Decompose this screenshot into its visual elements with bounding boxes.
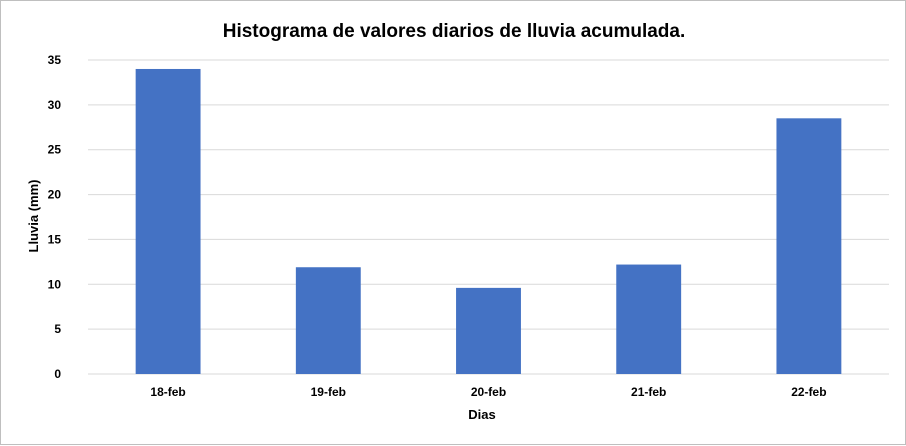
- bar-20-feb: [456, 287, 521, 374]
- y-tick-label: 20: [48, 188, 62, 202]
- y-tick-label: 10: [48, 277, 62, 291]
- x-tick-label: 19-feb: [311, 385, 346, 399]
- y-tick-label: 30: [48, 98, 62, 112]
- y-tick-label: 5: [54, 322, 61, 336]
- x-tick-label: 21-feb: [631, 385, 666, 399]
- x-axis-ticks: 18-feb 19-feb 20-feb 21-feb 22-feb: [150, 385, 826, 399]
- x-tick-label: 20-feb: [471, 385, 506, 399]
- bar-21-feb: [616, 264, 682, 374]
- x-tick-label: 22-feb: [791, 385, 826, 399]
- y-axis-label: Lluvia (mm): [26, 180, 41, 253]
- y-tick-label: 25: [48, 143, 62, 157]
- y-tick-label: 35: [48, 53, 62, 67]
- gridlines: [88, 59, 889, 375]
- chart-title: Histograma de valores diarios de lluvia …: [223, 21, 686, 42]
- y-tick-label: 0: [54, 367, 61, 381]
- bars: [135, 68, 842, 374]
- bar-19-feb: [295, 267, 361, 374]
- y-axis-ticks: 0 5 10 15 20 25 30 35: [48, 53, 62, 381]
- y-tick-label: 15: [48, 232, 62, 246]
- x-axis-label: Dias: [468, 407, 495, 422]
- bar-22-feb: [776, 118, 842, 374]
- bar-18-feb: [135, 68, 201, 374]
- x-tick-label: 18-feb: [150, 385, 185, 399]
